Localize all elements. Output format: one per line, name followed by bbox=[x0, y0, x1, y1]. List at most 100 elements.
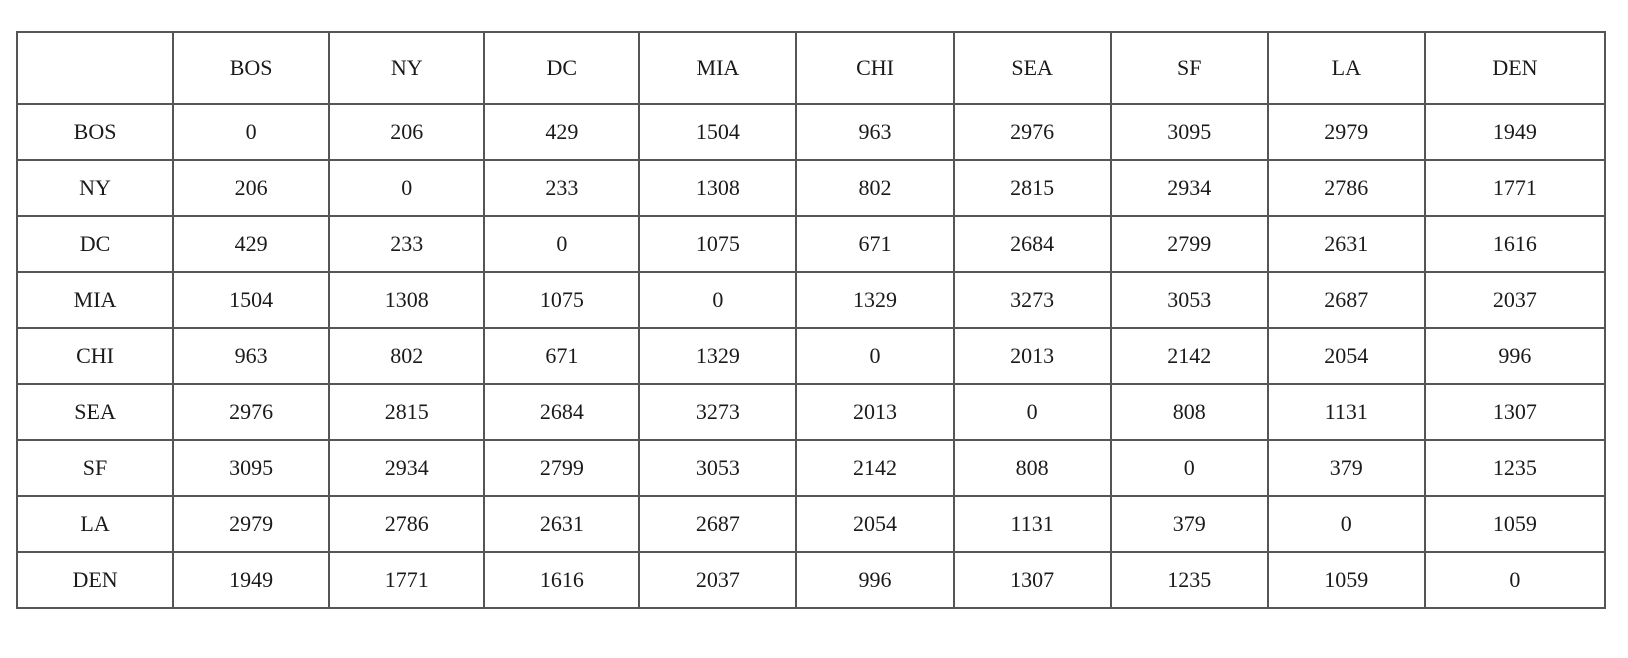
distance-table: BOS NY DC MIA CHI SEA SF LA DEN BOS 0 20… bbox=[15, 31, 1607, 609]
table-cell: 2687 bbox=[1266, 271, 1426, 329]
column-header: CHI bbox=[795, 31, 955, 105]
table-cell: 1131 bbox=[952, 495, 1112, 553]
table-cell: 963 bbox=[172, 327, 331, 385]
row-header: SEA bbox=[15, 383, 175, 441]
table-cell: 808 bbox=[1109, 383, 1269, 441]
table-cell: 2687 bbox=[638, 495, 798, 553]
column-header: MIA bbox=[638, 31, 798, 105]
table-cell: 429 bbox=[172, 215, 331, 273]
table-cell: 3273 bbox=[952, 271, 1112, 329]
table-row: DC 429 233 0 1075 671 2684 2799 2631 161… bbox=[15, 215, 1607, 273]
row-header: SF bbox=[15, 439, 175, 497]
table-cell: 0 bbox=[328, 159, 486, 217]
table-cell: 2054 bbox=[1266, 327, 1426, 385]
table-cell: 1616 bbox=[1423, 215, 1607, 273]
table-cell: 1075 bbox=[638, 215, 798, 273]
table-cell: 2976 bbox=[952, 103, 1112, 161]
table-cell: 1307 bbox=[1423, 383, 1607, 441]
table-cell: 802 bbox=[328, 327, 486, 385]
table-row: NY 206 0 233 1308 802 2815 2934 2786 177… bbox=[15, 159, 1607, 217]
table-cell: 2631 bbox=[1266, 215, 1426, 273]
table-cell: 996 bbox=[795, 551, 955, 609]
table-cell: 0 bbox=[172, 103, 331, 161]
table-cell: 0 bbox=[795, 327, 955, 385]
table-cell: 3273 bbox=[638, 383, 798, 441]
table-cell: 2037 bbox=[1423, 271, 1607, 329]
table-cell: 0 bbox=[483, 215, 641, 273]
table-cell: 2934 bbox=[328, 439, 486, 497]
table-cell: 3095 bbox=[1109, 103, 1269, 161]
row-header: MIA bbox=[15, 271, 175, 329]
row-header: CHI bbox=[15, 327, 175, 385]
table-cell: 2799 bbox=[1109, 215, 1269, 273]
column-header: SF bbox=[1109, 31, 1269, 105]
row-header: BOS bbox=[15, 103, 175, 161]
table-cell: 2976 bbox=[172, 383, 331, 441]
table-cell: 1771 bbox=[1423, 159, 1607, 217]
table-cell: 1504 bbox=[172, 271, 331, 329]
table-cell: 0 bbox=[1423, 551, 1607, 609]
table-cell: 1308 bbox=[638, 159, 798, 217]
table-row: BOS 0 206 429 1504 963 2976 3095 2979 19… bbox=[15, 103, 1607, 161]
table-cell: 671 bbox=[483, 327, 641, 385]
table-cell: 379 bbox=[1109, 495, 1269, 553]
table-cell: 3095 bbox=[172, 439, 331, 497]
table-cell: 808 bbox=[952, 439, 1112, 497]
column-header: BOS bbox=[172, 31, 331, 105]
table-cell: 802 bbox=[795, 159, 955, 217]
table-cell: 2142 bbox=[795, 439, 955, 497]
table-cell: 206 bbox=[328, 103, 486, 161]
table-cell: 0 bbox=[1266, 495, 1426, 553]
table-cell: 0 bbox=[638, 271, 798, 329]
corner-cell bbox=[15, 31, 175, 105]
table-cell: 206 bbox=[172, 159, 331, 217]
row-header: LA bbox=[15, 495, 175, 553]
table-cell: 429 bbox=[483, 103, 641, 161]
table-cell: 2037 bbox=[638, 551, 798, 609]
table-cell: 1308 bbox=[328, 271, 486, 329]
table-cell: 671 bbox=[795, 215, 955, 273]
table-cell: 1131 bbox=[1266, 383, 1426, 441]
table-cell: 2979 bbox=[1266, 103, 1426, 161]
table-cell: 2684 bbox=[952, 215, 1112, 273]
table-cell: 2054 bbox=[795, 495, 955, 553]
table-cell: 2684 bbox=[483, 383, 641, 441]
table-cell: 1949 bbox=[1423, 103, 1607, 161]
table-cell: 1949 bbox=[172, 551, 331, 609]
table-row: LA 2979 2786 2631 2687 2054 1131 379 0 1… bbox=[15, 495, 1607, 553]
table-cell: 963 bbox=[795, 103, 955, 161]
table-row: DEN 1949 1771 1616 2037 996 1307 1235 10… bbox=[15, 551, 1607, 609]
table-cell: 2013 bbox=[952, 327, 1112, 385]
row-header: NY bbox=[15, 159, 175, 217]
column-header: SEA bbox=[952, 31, 1112, 105]
table-cell: 1235 bbox=[1109, 551, 1269, 609]
table-cell: 1235 bbox=[1423, 439, 1607, 497]
table-cell: 1329 bbox=[638, 327, 798, 385]
table-row: SF 3095 2934 2799 3053 2142 808 0 379 12… bbox=[15, 439, 1607, 497]
table-cell: 379 bbox=[1266, 439, 1426, 497]
table-cell: 2934 bbox=[1109, 159, 1269, 217]
table-cell: 2815 bbox=[952, 159, 1112, 217]
column-header: DC bbox=[483, 31, 641, 105]
header-row: BOS NY DC MIA CHI SEA SF LA DEN bbox=[15, 31, 1607, 105]
table-cell: 1329 bbox=[795, 271, 955, 329]
table-cell: 1059 bbox=[1423, 495, 1607, 553]
table-cell: 1616 bbox=[483, 551, 641, 609]
table-cell: 0 bbox=[1109, 439, 1269, 497]
table-cell: 3053 bbox=[1109, 271, 1269, 329]
table-cell: 3053 bbox=[638, 439, 798, 497]
column-header: LA bbox=[1266, 31, 1426, 105]
table-cell: 2142 bbox=[1109, 327, 1269, 385]
row-header: DC bbox=[15, 215, 175, 273]
table-cell: 2631 bbox=[483, 495, 641, 553]
table-cell: 996 bbox=[1423, 327, 1607, 385]
table-cell: 2013 bbox=[795, 383, 955, 441]
table-cell: 233 bbox=[483, 159, 641, 217]
table-cell: 1504 bbox=[638, 103, 798, 161]
table-cell: 1059 bbox=[1266, 551, 1426, 609]
table-cell: 2979 bbox=[172, 495, 331, 553]
row-header: DEN bbox=[15, 551, 175, 609]
table-cell: 2799 bbox=[483, 439, 641, 497]
table-cell: 1771 bbox=[328, 551, 486, 609]
table-row: MIA 1504 1308 1075 0 1329 3273 3053 2687… bbox=[15, 271, 1607, 329]
